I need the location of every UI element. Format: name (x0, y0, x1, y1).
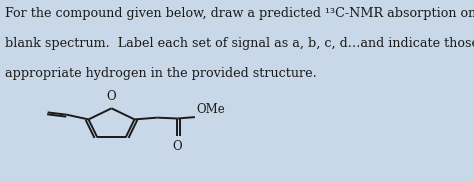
Text: blank spectrum.  Label each set of signal as a, b, c, d…and indicate those lette: blank spectrum. Label each set of signal… (5, 37, 474, 50)
Text: For the compound given below, draw a predicted ¹³C-NMR absorption on the provide: For the compound given below, draw a pre… (5, 7, 474, 20)
Text: appropriate hydrogen in the provided structure.: appropriate hydrogen in the provided str… (5, 67, 317, 80)
Text: OMe: OMe (196, 103, 225, 116)
Text: O: O (107, 90, 116, 103)
Text: O: O (173, 140, 182, 153)
